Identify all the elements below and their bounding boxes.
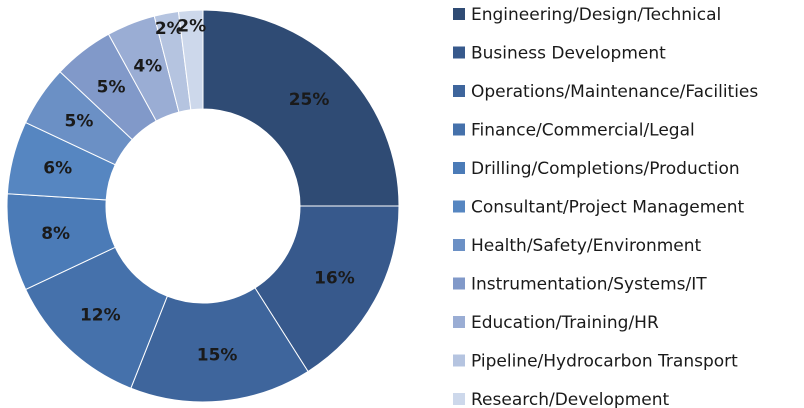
- legend-label: Business Development: [471, 44, 666, 64]
- data-label: 6%: [43, 159, 72, 179]
- data-label: 8%: [41, 224, 70, 244]
- data-label: 2%: [155, 19, 184, 39]
- legend-label: Pipeline/Hydrocarbon Transport: [471, 352, 738, 372]
- data-label: 5%: [97, 77, 126, 97]
- legend-label: Drilling/Completions/Production: [471, 159, 740, 179]
- legend-swatch: [453, 200, 465, 213]
- slice: [202, 9, 400, 207]
- data-label: 4%: [133, 57, 162, 77]
- legend-swatch: [453, 162, 465, 174]
- legend-label: Consultant/Project Management: [471, 198, 745, 218]
- data-label: 16%: [314, 268, 355, 288]
- legend-label: Engineering/Design/Technical: [471, 5, 721, 25]
- legend-swatch: [453, 239, 465, 251]
- legend-label: Health/Safety/Environment: [471, 236, 702, 256]
- legend-swatch: [453, 85, 465, 97]
- legend-label: Operations/Maintenance/Facilities: [471, 82, 758, 102]
- data-label: 12%: [80, 305, 121, 325]
- legend-swatch: [453, 46, 465, 59]
- legend-label: Instrumentation/Systems/IT: [471, 275, 707, 295]
- legend-swatch: [453, 123, 465, 136]
- legend-swatch: [453, 393, 465, 405]
- slice: [177, 9, 204, 111]
- slice: [254, 205, 400, 373]
- legend-label: Finance/Commercial/Legal: [471, 121, 695, 141]
- data-label: 2%: [177, 16, 206, 36]
- legend-swatch: [453, 8, 465, 20]
- legend-label: Education/Training/HR: [471, 313, 659, 333]
- data-label: 25%: [289, 90, 330, 110]
- legend-label: Research/Development: [471, 390, 669, 408]
- legend-swatch: [453, 316, 465, 328]
- data-label: 5%: [65, 112, 94, 132]
- legend-swatch: [453, 277, 465, 290]
- data-label: 15%: [197, 345, 238, 365]
- legend-swatch: [453, 354, 465, 367]
